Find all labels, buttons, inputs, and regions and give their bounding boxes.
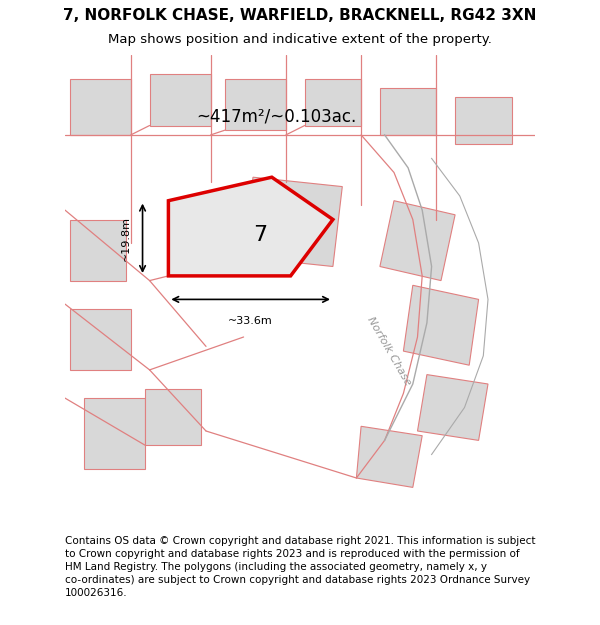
Polygon shape: [70, 79, 131, 135]
Text: Map shows position and indicative extent of the property.: Map shows position and indicative extent…: [108, 33, 492, 46]
Polygon shape: [305, 79, 361, 126]
Text: 7: 7: [253, 224, 268, 244]
Polygon shape: [145, 389, 202, 445]
Text: ~33.6m: ~33.6m: [228, 316, 273, 326]
Polygon shape: [70, 309, 131, 370]
Text: 7, NORFOLK CHASE, WARFIELD, BRACKNELL, RG42 3XN: 7, NORFOLK CHASE, WARFIELD, BRACKNELL, R…: [64, 8, 536, 23]
Polygon shape: [225, 79, 286, 130]
Polygon shape: [403, 285, 479, 365]
Text: ~19.8m: ~19.8m: [121, 216, 131, 261]
Polygon shape: [84, 398, 145, 469]
Polygon shape: [418, 374, 488, 441]
Text: ~417m²/~0.103ac.: ~417m²/~0.103ac.: [196, 107, 356, 125]
Text: Norfolk Chase: Norfolk Chase: [365, 315, 413, 388]
Polygon shape: [70, 219, 126, 281]
Polygon shape: [380, 88, 436, 135]
Polygon shape: [244, 177, 342, 266]
Polygon shape: [380, 201, 455, 281]
Polygon shape: [356, 426, 422, 488]
Polygon shape: [149, 74, 211, 126]
Polygon shape: [169, 177, 333, 276]
Text: Contains OS data © Crown copyright and database right 2021. This information is : Contains OS data © Crown copyright and d…: [65, 536, 535, 598]
Polygon shape: [455, 98, 511, 144]
